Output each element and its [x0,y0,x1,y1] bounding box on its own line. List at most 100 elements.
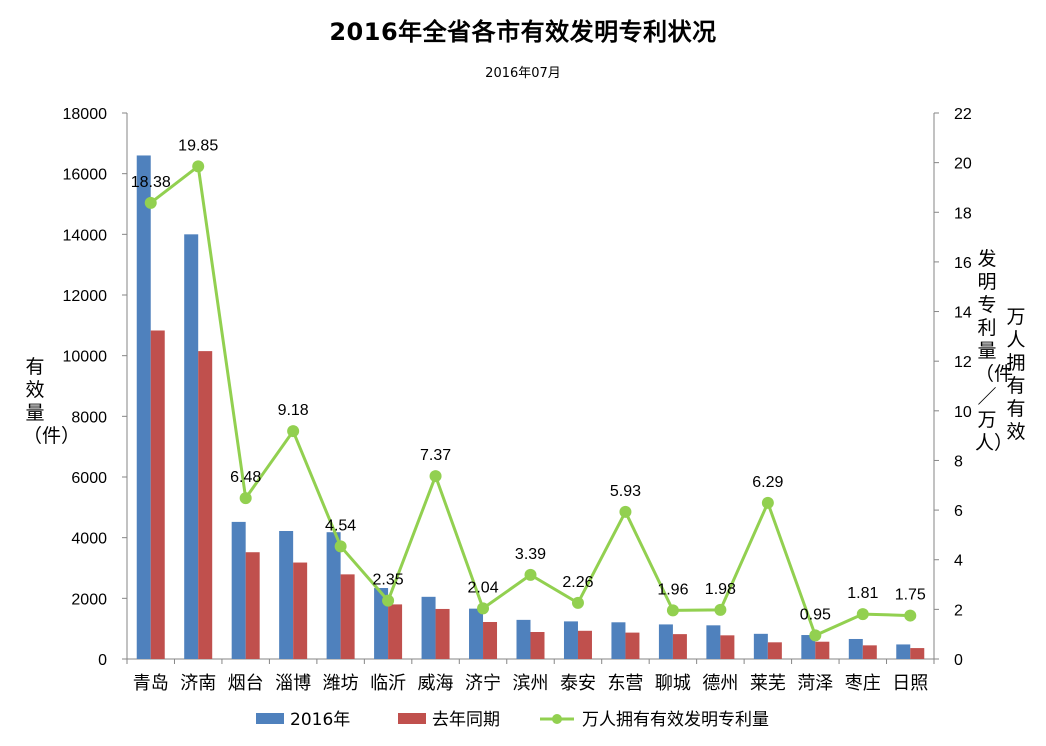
bar-2016 [231,521,246,659]
x-tick-label: 德州 [702,673,738,694]
y-tick-label: 4000 [71,531,107,548]
x-tick-label: 日照 [892,673,928,694]
y-tick-label: 12000 [63,288,108,305]
line-series [149,164,911,637]
bar-2016 [658,624,673,659]
x-tick-label: 潍坊 [323,673,359,694]
line-point [571,596,584,609]
data-label: 2.35 [373,572,404,589]
bar-2016 [184,234,199,660]
line-point [334,540,347,553]
bar-last-year [293,562,308,659]
legend-label: 去年同期 [432,710,500,730]
line-point [382,594,395,607]
line-point [809,629,822,642]
line-point [192,160,205,173]
line-point [239,492,252,505]
y-tick-label: 10000 [63,349,108,366]
x-tick-label: 菏泽 [797,673,833,694]
data-label: 4.54 [325,517,356,534]
bar-last-year [388,604,403,659]
x-tick-label: 东营 [607,673,643,694]
legend-swatch [256,713,284,724]
y2-tick-label: 14 [954,305,972,322]
line-point [287,425,300,438]
y2-tick-label: 10 [954,404,972,421]
x-tick-label: 枣庄 [845,673,881,694]
data-label: 7.37 [420,447,451,464]
data-label: 3.39 [515,546,546,563]
bar-2016 [611,622,626,659]
bar-2016 [374,588,389,659]
y2-tick-label: 0 [954,652,963,669]
data-label: 1.81 [847,585,878,602]
y-tick-label: 14000 [63,227,108,244]
data-label: 6.48 [230,469,261,486]
x-tick-label: 滨州 [513,673,549,694]
line-point [666,604,679,617]
bar-last-year [198,351,213,659]
x-tick-label: 烟台 [228,673,264,694]
data-label: 0.95 [800,606,831,623]
line-point [904,609,917,622]
y2-tick-label: 18 [954,205,972,222]
bar-last-year [577,630,592,659]
bar-2016 [896,644,911,659]
y2-tick-label: 20 [954,156,972,173]
line-point [477,602,490,615]
x-tick-label: 青岛 [133,673,169,694]
y2-tick-label: 22 [954,106,972,123]
bar-last-year [720,635,735,659]
data-label: 18.38 [131,174,171,191]
data-label: 1.75 [895,587,926,604]
bar-2016 [136,155,151,659]
data-label: 1.98 [705,581,736,598]
y2-tick-label: 2 [954,602,963,619]
line-point [524,568,537,581]
y-tick-label: 16000 [63,167,108,184]
bar-last-year [815,641,830,659]
y-tick-label: 6000 [71,470,107,487]
line-point [856,608,869,621]
x-tick-label: 临沂 [370,673,406,694]
y2-tick-label: 16 [954,255,972,272]
legend-marker [552,714,562,724]
bar-last-year [150,330,165,659]
bar-last-year [340,574,355,659]
bar-2016 [706,625,721,659]
legend-swatch [398,713,426,724]
data-label: 6.29 [752,474,783,491]
y2-tick-label: 6 [954,503,963,520]
bar-2016 [563,621,578,659]
y2-axis-label-part1: 万人拥有有效 [1006,306,1026,443]
bar-2016 [326,532,341,659]
chart-subtitle: 2016年07月 [485,66,561,81]
x-tick-label: 淄博 [275,673,311,694]
bar-last-year [672,634,687,659]
data-label: 9.18 [278,402,309,419]
y-tick-label: 18000 [63,106,108,123]
bar-last-year [767,642,782,659]
bar-2016 [279,530,294,659]
y2-tick-label: 4 [954,553,963,570]
x-tick-label: 济南 [180,673,216,694]
bar-last-year [910,648,925,659]
y-tick-label: 8000 [71,409,107,426]
line-point [429,470,442,483]
bar-last-year [245,552,260,659]
y2-tick-label: 12 [954,354,972,371]
x-tick-label: 莱芜 [750,673,786,694]
bar-2016 [753,633,768,659]
line-point [761,496,774,509]
x-tick-label: 济宁 [465,673,501,694]
bar-last-year [483,621,498,659]
chart-title: 2016年全省各市有效发明专利状况 [329,18,717,46]
x-tick-label: 威海 [418,673,454,694]
x-tick-label: 泰安 [560,673,596,694]
bar-last-year [625,632,640,659]
legend-label: 万人拥有有效发明专利量 [582,710,769,730]
y-tick-label: 0 [98,652,107,669]
bar-2016 [469,608,484,659]
bar-2016 [516,619,531,659]
